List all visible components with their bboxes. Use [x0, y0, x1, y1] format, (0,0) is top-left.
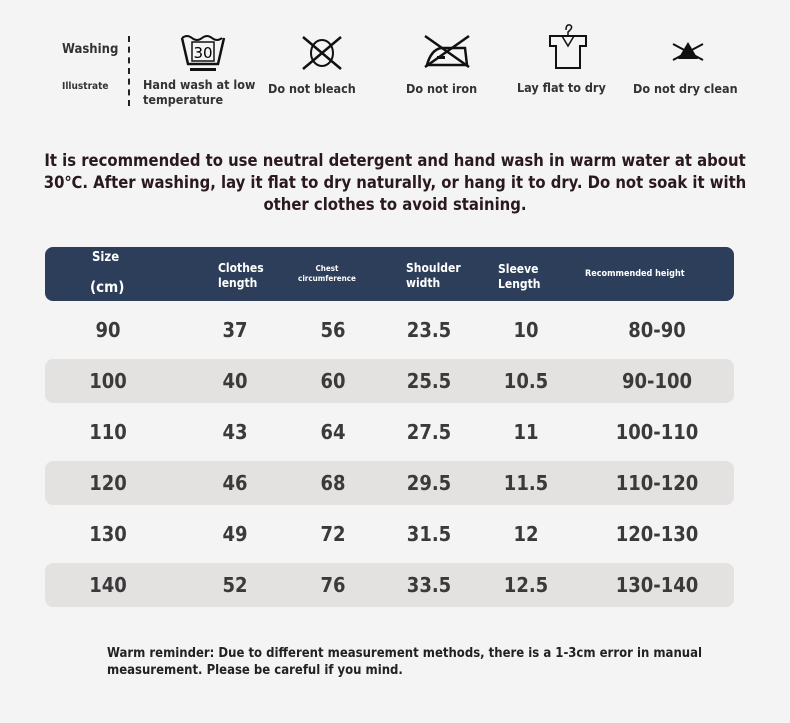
- table-cell: 68: [320, 471, 346, 495]
- table-cell: 10: [513, 318, 539, 342]
- table-cell: 12: [513, 522, 539, 546]
- care-subtitle: Illustrate: [62, 81, 109, 92]
- care-label: Do not iron: [406, 81, 478, 96]
- table-row: 90 37 56 23.5 10 80-90: [45, 308, 734, 352]
- table-cell: 40: [222, 369, 248, 393]
- table-cell: 100-110: [615, 420, 699, 444]
- table-cell: 56: [320, 318, 346, 342]
- table-cell: 52: [222, 573, 248, 597]
- table-cell: 11.5: [503, 471, 549, 495]
- table-cell: 25.5: [406, 369, 452, 393]
- table-cell: 90: [95, 318, 121, 342]
- header-chest: Chest circumference: [298, 264, 356, 283]
- do-not-bleach-icon: [302, 36, 342, 70]
- table-cell: 10.5: [503, 369, 549, 393]
- header-height: Recommended height: [585, 269, 685, 279]
- care-label: Lay flat to dry: [517, 80, 606, 95]
- care-label: Hand wash at low temperature: [143, 77, 256, 107]
- table-cell: 80-90: [628, 318, 686, 342]
- do-not-dry-clean-icon: [672, 42, 704, 61]
- table-cell: 12.5: [503, 573, 549, 597]
- divider: [128, 36, 130, 106]
- table-cell: 29.5: [406, 471, 452, 495]
- care-label: Do not bleach: [268, 81, 356, 96]
- table-row: 100 40 60 25.5 10.5 90-100: [45, 359, 734, 403]
- table-cell: 110: [89, 420, 127, 444]
- hand-wash-30-icon: 30: [180, 35, 226, 71]
- header-sleeve: Sleeve Length: [498, 262, 541, 291]
- table-cell: 60: [320, 369, 346, 393]
- table-cell: 72: [320, 522, 346, 546]
- table-cell: 27.5: [406, 420, 452, 444]
- table-cell: 43: [222, 420, 248, 444]
- table-cell: 33.5: [406, 573, 452, 597]
- table-cell: 100: [89, 369, 127, 393]
- table-row: 120 46 68 29.5 11.5 110-120: [45, 461, 734, 505]
- table-cell: 64: [320, 420, 346, 444]
- table-cell: 46: [222, 471, 248, 495]
- svg-text:30: 30: [193, 44, 212, 62]
- header-size: Size: [92, 250, 120, 265]
- lay-flat-dry-icon: [549, 24, 587, 69]
- warm-reminder: Warm reminder: Due to different measurem…: [107, 646, 703, 678]
- table-cell: 120-130: [615, 522, 699, 546]
- table-cell: 49: [222, 522, 248, 546]
- header-shoulder: Shoulder width: [406, 261, 461, 290]
- table-cell: 140: [89, 573, 127, 597]
- care-title: Washing: [62, 42, 119, 57]
- table-row: 140 52 76 33.5 12.5 130-140: [45, 563, 734, 607]
- do-not-iron-icon: [424, 34, 470, 68]
- table-cell: 90-100: [621, 369, 693, 393]
- table-row: 110 43 64 27.5 11 100-110: [45, 410, 734, 454]
- table-row: 130 49 72 31.5 12 120-130: [45, 512, 734, 556]
- table-cell: 31.5: [406, 522, 452, 546]
- table-cell: 37: [222, 318, 248, 342]
- table-cell: 130: [89, 522, 127, 546]
- table-cell: 110-120: [615, 471, 699, 495]
- table-cell: 23.5: [406, 318, 452, 342]
- table-header: Size (cm) Clothes length Chest circumfer…: [45, 247, 734, 301]
- table-cell: 120: [89, 471, 127, 495]
- wash-recommendation: It is recommended to use neutral deterge…: [43, 151, 747, 214]
- header-length: Clothes length: [218, 261, 264, 290]
- care-label: Do not dry clean: [633, 81, 738, 96]
- header-size-unit: (cm): [90, 278, 125, 296]
- table-cell: 76: [320, 573, 346, 597]
- table-cell: 11: [513, 420, 539, 444]
- table-cell: 130-140: [615, 573, 699, 597]
